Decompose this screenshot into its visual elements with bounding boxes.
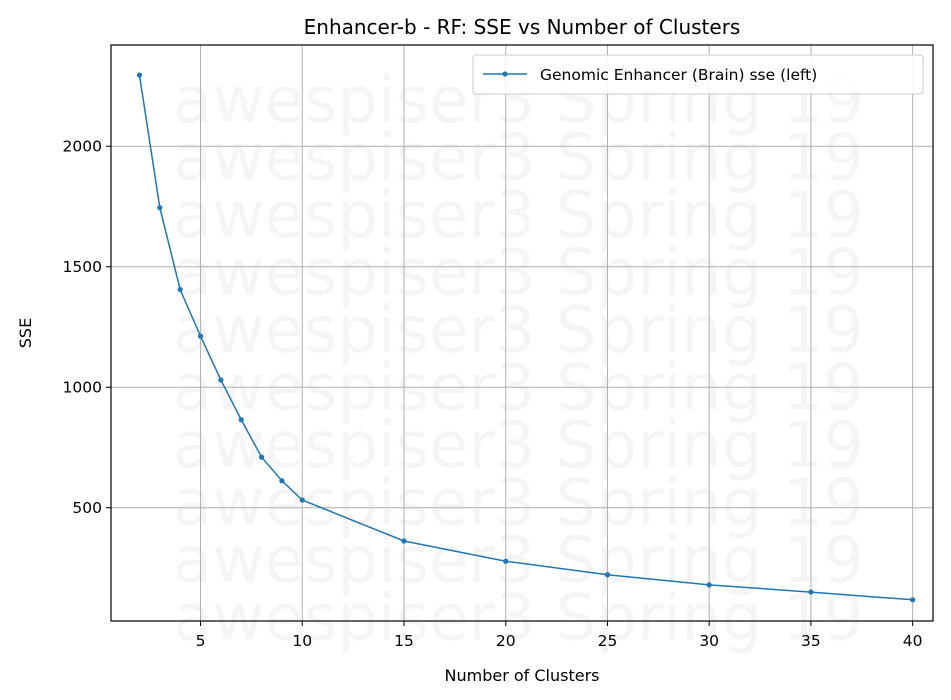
- data-point: [299, 497, 305, 503]
- tick-layer: 5 10 15 20 25 30 35 40 500 1000 1500 2000: [63, 138, 923, 650]
- watermark-text: awespiser3 Spring 19: [173, 352, 864, 426]
- watermark-text: awespiser3 Spring 19: [173, 467, 864, 541]
- y-tick-label: 1000: [63, 379, 102, 397]
- data-point: [218, 377, 224, 383]
- y-tick-label: 500: [72, 499, 102, 517]
- x-tick-label: 40: [903, 632, 923, 650]
- data-point: [136, 72, 143, 78]
- data-point: [808, 589, 814, 595]
- data-point: [258, 454, 265, 460]
- x-tick-label: 5: [196, 632, 206, 650]
- legend-box: [472, 54, 924, 95]
- watermark-text: awespiser3 Spring 19: [173, 237, 864, 311]
- chart-title: Enhancer-b - RF: SSE vs Number of Cluste…: [304, 15, 741, 39]
- legend-marker-swatch: [502, 71, 508, 77]
- watermark-text: awespiser3 Spring 19: [173, 582, 864, 656]
- grid-layer: [111, 45, 933, 621]
- x-tick-label: 20: [496, 632, 516, 650]
- watermark-text: awespiser3 Spring 19: [173, 524, 864, 598]
- x-tick-label: 35: [801, 632, 821, 650]
- watermark-text: awespiser3 Spring 19: [173, 179, 864, 253]
- legend: Genomic Enhancer (Brain) sse (left): [472, 54, 924, 95]
- watermark-text: awespiser3 Spring 19: [173, 409, 864, 483]
- y-tick-label: 2000: [63, 138, 102, 156]
- data-point: [197, 333, 204, 339]
- x-axis-label: Number of Clusters: [445, 666, 600, 685]
- data-point: [238, 417, 244, 423]
- x-tick-label: 25: [598, 632, 618, 650]
- plot-frame: [110, 44, 934, 622]
- data-point: [401, 538, 407, 544]
- x-tick-label: 30: [699, 632, 719, 650]
- x-tick-label: 10: [292, 632, 312, 650]
- legend-entry-label: Genomic Enhancer (Brain) sse (left): [540, 66, 817, 84]
- y-axis-label: SSE: [16, 318, 35, 348]
- y-tick-label: 1500: [63, 258, 102, 276]
- data-point: [910, 597, 916, 603]
- data-point: [604, 572, 611, 578]
- watermark-text: awespiser3 Spring 19: [173, 122, 864, 196]
- data-point: [177, 287, 183, 293]
- watermark-text: awespiser3 Spring 19: [173, 294, 864, 368]
- data-point: [503, 558, 509, 564]
- data-point: [157, 205, 163, 211]
- data-point: [706, 582, 712, 588]
- x-tick-label: 15: [394, 632, 414, 650]
- data-point: [279, 478, 285, 484]
- series-layer: [136, 72, 916, 603]
